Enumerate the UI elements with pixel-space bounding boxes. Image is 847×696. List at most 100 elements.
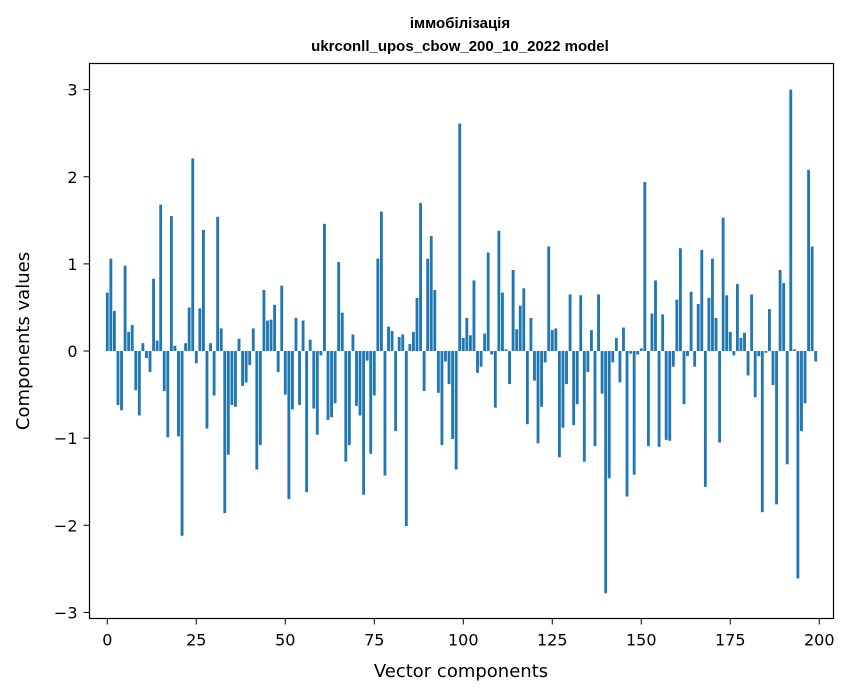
bar — [725, 295, 729, 352]
bar — [686, 351, 689, 357]
x-tick-label: 75 — [364, 631, 384, 650]
bar — [522, 288, 526, 352]
bar — [636, 351, 640, 355]
bar — [273, 304, 277, 352]
y-axis-label: Components values — [13, 252, 34, 430]
bar — [323, 223, 326, 352]
bar — [582, 351, 586, 462]
bar — [344, 351, 348, 462]
bar — [557, 351, 561, 458]
bar — [472, 280, 476, 352]
bar — [266, 320, 269, 352]
bar — [468, 335, 472, 352]
bar — [112, 310, 116, 352]
bar — [145, 351, 148, 358]
bar — [419, 202, 422, 352]
bar — [212, 351, 216, 396]
bar — [625, 351, 629, 497]
bar — [490, 351, 494, 355]
bar — [682, 351, 686, 405]
bar — [753, 351, 757, 398]
bar — [807, 169, 811, 352]
bar — [604, 351, 608, 594]
chart-subtitle: ukrconll_upos_cbow_200_10_2022 model — [311, 38, 609, 55]
bar — [579, 295, 583, 352]
bar — [700, 249, 704, 352]
bar — [728, 331, 732, 352]
bar — [415, 297, 419, 352]
bar — [219, 328, 223, 352]
bars-group — [105, 89, 818, 594]
bar — [671, 351, 675, 367]
bar — [209, 343, 212, 352]
bar — [600, 351, 604, 394]
bar — [159, 204, 163, 352]
y-tick-label: −1 — [54, 429, 78, 448]
bar — [255, 351, 259, 470]
bar — [379, 211, 383, 352]
bar — [650, 313, 654, 352]
bar — [262, 290, 266, 352]
bar — [298, 351, 301, 406]
bar — [258, 351, 262, 446]
bar — [191, 158, 195, 352]
bar — [771, 351, 775, 385]
bar — [166, 351, 170, 438]
bar — [248, 351, 252, 365]
bar — [312, 351, 316, 409]
bar — [447, 351, 451, 385]
bar — [614, 337, 618, 352]
x-tick-label: 150 — [626, 631, 657, 650]
bar — [664, 351, 668, 440]
bar — [479, 351, 483, 367]
y-tick-label: −3 — [54, 603, 78, 622]
bar — [590, 330, 593, 352]
bar — [109, 258, 113, 352]
bar — [661, 314, 665, 352]
bar — [529, 317, 533, 352]
bar — [629, 351, 633, 354]
bar — [764, 351, 768, 353]
x-tick-label: 100 — [448, 631, 479, 650]
bar — [237, 338, 241, 352]
bar — [127, 331, 131, 352]
bar — [525, 351, 529, 425]
y-tick-label: 2 — [67, 168, 77, 187]
bar — [800, 351, 803, 432]
bar — [622, 327, 625, 352]
bar — [169, 215, 173, 352]
bar — [194, 351, 198, 364]
bar — [746, 351, 750, 376]
bar — [408, 344, 412, 352]
bar — [201, 229, 205, 352]
x-tick-label: 50 — [275, 631, 295, 650]
bar — [465, 317, 469, 352]
bar — [607, 351, 611, 479]
bar — [319, 351, 323, 356]
bar — [120, 351, 123, 411]
bar — [105, 292, 109, 352]
bar — [486, 252, 490, 352]
bar — [387, 326, 390, 352]
bar — [397, 337, 401, 352]
bar — [333, 351, 337, 404]
bar — [792, 349, 796, 352]
bar — [547, 246, 551, 352]
bar — [440, 351, 444, 446]
bar — [315, 351, 319, 435]
bar — [768, 309, 771, 352]
bar — [689, 291, 693, 352]
bar — [696, 303, 700, 352]
y-tick-label: 3 — [67, 81, 77, 100]
bar — [134, 351, 138, 391]
y-tick-label: 0 — [67, 342, 77, 361]
bar — [426, 258, 430, 352]
bar — [280, 285, 284, 352]
bar — [518, 305, 522, 352]
bar — [287, 351, 291, 500]
bar — [618, 351, 622, 383]
bar — [290, 351, 294, 410]
bar — [657, 351, 661, 447]
bar — [283, 351, 287, 395]
bar — [340, 312, 344, 352]
